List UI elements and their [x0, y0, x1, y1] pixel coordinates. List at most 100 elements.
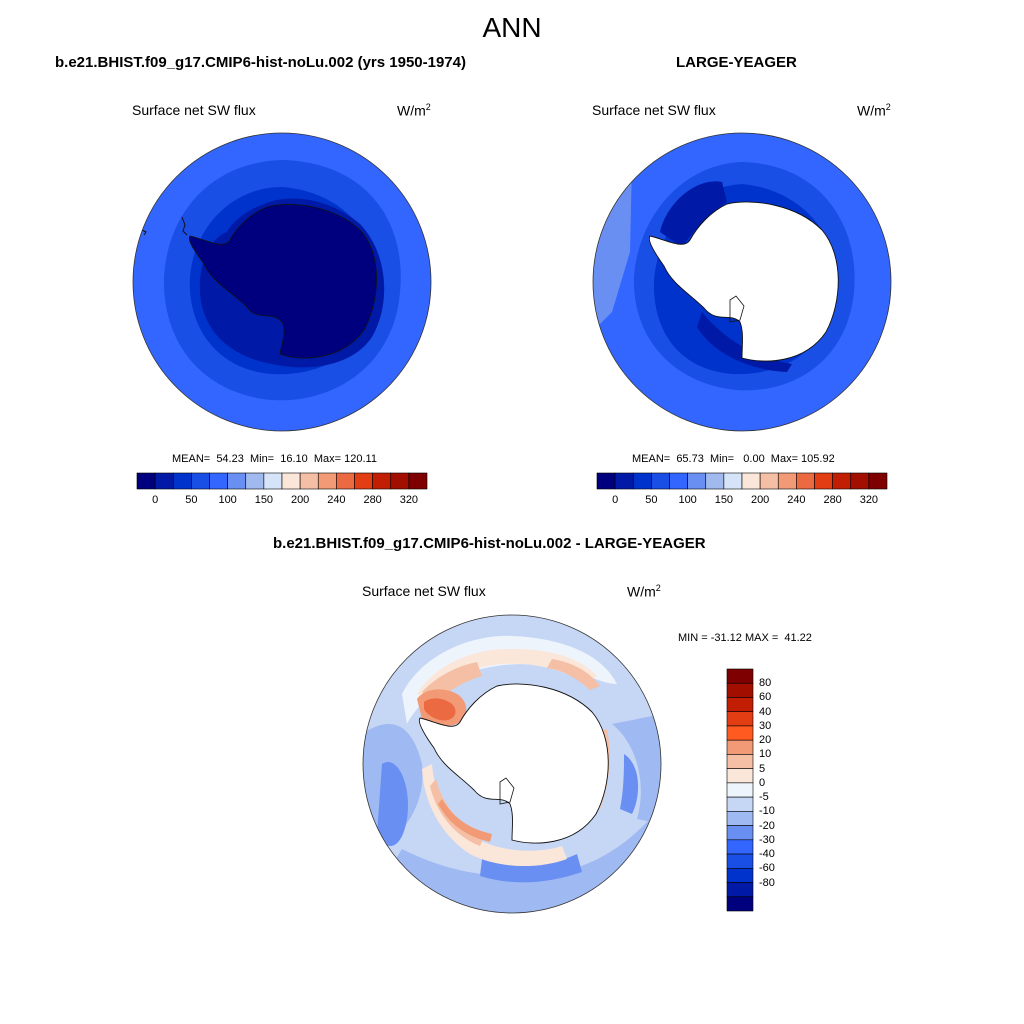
- test-colorbar-swatch: [281, 472, 301, 490]
- diff-colorbar-tick-label: -10: [759, 805, 775, 818]
- diff-colorbar-swatch: [726, 697, 754, 713]
- test-units-label: W/m2: [397, 102, 431, 119]
- diff-colorbar-tick-label: 80: [759, 677, 772, 690]
- ref-colorbar-swatch: [723, 472, 743, 490]
- diff-colorbar-tick-label: 20: [759, 734, 772, 747]
- ref-colorbar-swatch: [705, 472, 725, 490]
- test-colorbar-swatch: [136, 472, 156, 490]
- ref-colorbar-swatch: [868, 472, 888, 490]
- ref-colorbar-swatch: [814, 472, 833, 490]
- diff-variable-label: Surface net SW flux: [362, 583, 486, 599]
- diff-colorbar-tick-label: -80: [759, 876, 775, 889]
- test-colorbar-tick-label: 50: [185, 494, 198, 506]
- diff-colorbar-swatch: [726, 725, 754, 741]
- test-colorbar-swatch: [227, 472, 247, 490]
- page-title: ANN: [482, 12, 542, 43]
- diff-colorbar-tick-label: 5: [759, 762, 766, 775]
- test-colorbar-swatch: [354, 472, 373, 490]
- diff-colorbar-swatch: [726, 867, 754, 883]
- diff-colorbar-labels: 80 60 40 30 20 10 5 0 -5 -10 -20 -30 -40 -60 -80: [759, 669, 799, 911]
- ref-variable-label: Surface net SW flux: [592, 102, 716, 118]
- diff-colorbar-swatch: [726, 882, 754, 898]
- ref-colorbar-tick-label: 280: [823, 494, 842, 506]
- test-colorbar-swatch: [209, 472, 228, 490]
- test-variable-label: Surface net SW flux: [132, 102, 256, 118]
- test-colorbar-swatch: [245, 472, 265, 490]
- test-colorbar-swatch: [390, 472, 410, 490]
- test-polar-map: [132, 132, 432, 432]
- ref-colorbar: [596, 472, 888, 490]
- test-panel-title: b.e21.BHIST.f09_g17.CMIP6-hist-noLu.002 …: [55, 54, 466, 71]
- ref-panel-title: LARGE-YEAGER: [676, 54, 797, 71]
- diff-colorbar-swatch: [726, 739, 754, 755]
- diff-colorbar-swatch: [726, 896, 754, 912]
- test-colorbar-tick-label: 0: [152, 494, 159, 506]
- diff-colorbar-tick-label: -20: [759, 819, 775, 832]
- diff-colorbar-swatch: [726, 853, 754, 869]
- diff-colorbar-swatch: [726, 768, 754, 784]
- diff-colorbar-swatch: [726, 682, 754, 698]
- ref-colorbar-swatch: [850, 472, 870, 490]
- test-colorbar-swatch: [299, 472, 319, 490]
- test-colorbar-tick-label: 150: [254, 494, 274, 506]
- test-colorbar-swatch: [317, 472, 337, 490]
- diff-colorbar-tick-label: -40: [759, 848, 775, 861]
- ref-colorbar-swatch: [759, 472, 779, 490]
- ref-colorbar-tick-label: 50: [645, 494, 658, 506]
- diff-units-label: W/m2: [627, 583, 661, 600]
- diff-colorbar: [726, 668, 754, 912]
- test-colorbar-tick-label: 200: [290, 494, 310, 506]
- diff-colorbar-swatch: [726, 811, 754, 826]
- ref-colorbar-swatch: [651, 472, 670, 490]
- diff-colorbar-swatch: [726, 825, 754, 841]
- test-stats: MEAN= 54.23 Min= 16.10 Max= 120.11: [172, 453, 377, 465]
- diff-colorbar-swatch: [726, 839, 754, 855]
- ref-colorbar-swatch: [632, 472, 652, 490]
- diff-colorbar-tick-label: 0: [759, 776, 766, 789]
- ref-colorbar-swatch: [614, 472, 634, 490]
- ref-colorbar-swatch: [796, 472, 815, 490]
- test-colorbar-labels: 0 50 100 150 200 240 280 320: [137, 494, 427, 508]
- diff-colorbar-tick-label: -60: [759, 862, 775, 875]
- diff-colorbar-tick-label: -5: [759, 791, 769, 804]
- test-colorbar-swatch: [172, 472, 192, 490]
- ref-colorbar-tick-label: 320: [859, 494, 879, 506]
- test-colorbar-tick-label: 100: [218, 494, 237, 506]
- diff-colorbar-swatch: [726, 782, 754, 798]
- test-colorbar-swatch: [191, 472, 210, 490]
- test-colorbar-tick-label: 240: [327, 494, 346, 506]
- diff-colorbar-swatch: [726, 796, 754, 812]
- ref-colorbar-swatch: [832, 472, 852, 490]
- diff-colorbar-tick-label: -30: [759, 833, 775, 846]
- ref-colorbar-labels: 0 50 100 150 200 240 280 320: [597, 494, 887, 508]
- ref-colorbar-tick-label: 100: [678, 494, 697, 506]
- ref-colorbar-swatch: [741, 472, 761, 490]
- diff-colorbar-swatch: [726, 668, 754, 684]
- ref-colorbar-tick-label: 0: [612, 494, 619, 506]
- test-colorbar-swatch: [336, 472, 355, 490]
- ref-colorbar-tick-label: 200: [750, 494, 770, 506]
- test-colorbar-swatch: [372, 472, 392, 490]
- diff-colorbar-swatch: [726, 754, 754, 769]
- ref-polar-map: [592, 132, 892, 432]
- test-colorbar-tick-label: 320: [399, 494, 419, 506]
- ref-colorbar-swatch: [596, 472, 616, 490]
- diff-colorbar-tick-label: 30: [759, 719, 772, 732]
- test-colorbar-swatch: [154, 472, 174, 490]
- ref-stats: MEAN= 65.73 Min= 0.00 Max= 105.92: [632, 453, 835, 465]
- diff-colorbar-tick-label: 40: [759, 705, 772, 718]
- ref-units-label: W/m2: [857, 102, 891, 119]
- ref-colorbar-tick-label: 150: [714, 494, 734, 506]
- test-colorbar-swatch: [408, 472, 428, 490]
- ref-colorbar-swatch: [687, 472, 707, 490]
- test-colorbar: [136, 472, 428, 490]
- diff-colorbar-tick-label: 60: [759, 691, 772, 704]
- ref-colorbar-swatch: [669, 472, 688, 490]
- diff-polar-map: [362, 614, 662, 914]
- diff-colorbar-tick-label: 10: [759, 748, 772, 761]
- ref-colorbar-tick-label: 240: [787, 494, 806, 506]
- diff-colorbar-swatch: [726, 711, 754, 727]
- test-colorbar-swatch: [263, 472, 283, 490]
- diff-stats: MIN = -31.12 MAX = 41.22: [678, 632, 812, 644]
- diff-panel-title: b.e21.BHIST.f09_g17.CMIP6-hist-noLu.002 …: [273, 535, 706, 552]
